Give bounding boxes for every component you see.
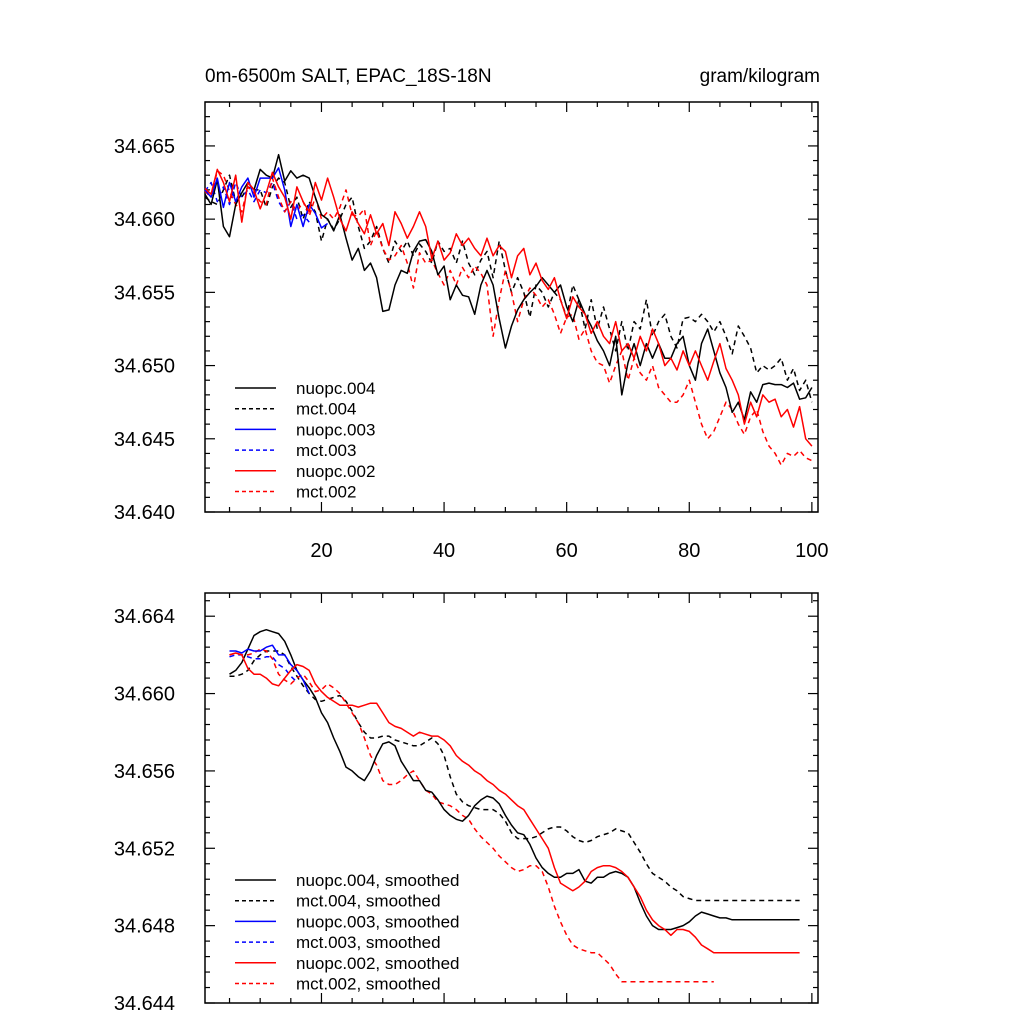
bottom-series-group xyxy=(229,628,800,983)
legend-label: mct.004 xyxy=(296,400,356,419)
series-line-mct-004-smoothed xyxy=(229,650,800,902)
chart-title: 0m-6500m SALT, EPAC_18S-18N xyxy=(205,66,492,87)
x-tick-label: 40 xyxy=(433,540,455,562)
series-line-nuopc-004 xyxy=(204,153,813,421)
y-tick-label: 34.640 xyxy=(114,502,175,524)
y-tick-label: 34.650 xyxy=(114,356,175,378)
series-line-mct-004 xyxy=(204,174,813,403)
legend-label: mct.002, smoothed xyxy=(296,975,441,994)
y-tick-label: 34.645 xyxy=(114,429,175,451)
y-tick-label: 34.648 xyxy=(114,916,175,938)
x-tick-label: 100 xyxy=(795,540,828,562)
y-tick-label: 34.656 xyxy=(114,761,175,783)
legend-label: mct.003, smoothed xyxy=(296,933,441,952)
series-line-nuopc-003 xyxy=(204,167,329,229)
x-tick-label: 60 xyxy=(556,540,578,562)
series-line-nuopc-002-smoothed xyxy=(229,652,800,954)
bottom-plot-frame xyxy=(204,592,819,1004)
series-line-nuopc-002 xyxy=(204,168,813,447)
legend-label: nuopc.003 xyxy=(296,420,375,439)
y-tick-label: 34.665 xyxy=(114,136,175,158)
y-tick-label: 34.664 xyxy=(114,606,175,628)
bottom-axes: 34.644 34.648 34.652 34.656 34.660 34.664 xyxy=(114,593,818,1015)
y-tick-label: 34.660 xyxy=(114,209,175,231)
legend-label: nuopc.002, smoothed xyxy=(296,954,460,973)
series-line-mct-002-smoothed xyxy=(229,648,714,983)
legend-label: mct.003 xyxy=(296,441,356,460)
legend-label: nuopc.004, smoothed xyxy=(296,871,460,890)
legend-label: nuopc.002 xyxy=(296,462,375,481)
y-tick-label: 34.644 xyxy=(114,993,175,1015)
legend-label: nuopc.003, smoothed xyxy=(296,912,460,931)
top-panel: 0m-6500m SALT, EPAC_18S-18N gram/kilogra… xyxy=(114,66,829,562)
top-axes: 20 40 60 80 100 34.640 34.645 34.650 34.655 34.66… xyxy=(114,101,829,562)
series-line-mct-002 xyxy=(204,170,813,466)
units-label: gram/kilogram xyxy=(700,66,820,87)
legend-label: nuopc.004 xyxy=(296,379,375,398)
legend-label: mct.002 xyxy=(296,483,356,502)
series-line-nuopc-004-smoothed xyxy=(229,628,800,931)
x-tick-label: 80 xyxy=(678,540,700,562)
series-line-nuopc-003-smoothed xyxy=(229,644,310,694)
top-series-group xyxy=(204,153,813,466)
y-tick-label: 34.660 xyxy=(114,684,175,706)
y-tick-label: 34.652 xyxy=(114,838,175,860)
bottom-panel: 34.644 34.648 34.652 34.656 34.660 34.664 nuo… xyxy=(114,592,819,1015)
x-tick-label: 20 xyxy=(310,540,332,562)
y-tick-label: 34.655 xyxy=(114,282,175,304)
legend-label: mct.004, smoothed xyxy=(296,892,441,911)
